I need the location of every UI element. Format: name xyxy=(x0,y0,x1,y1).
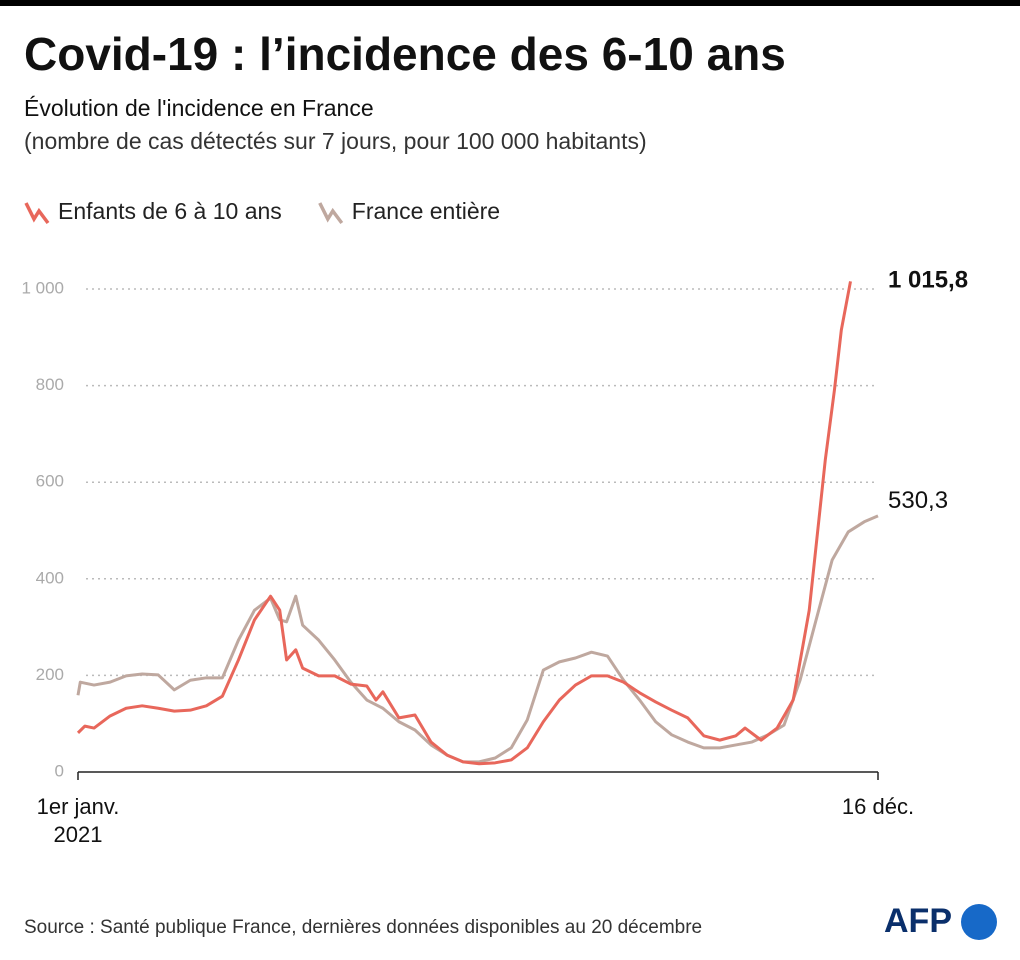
y-tick-label: 0 xyxy=(55,761,64,780)
legend-label: Enfants de 6 à 10 ans xyxy=(58,198,282,224)
x-tick-label: 1er janv. 2021 xyxy=(36,794,120,847)
subtitle: (nombre de cas détectés sur 7 jours, pou… xyxy=(24,128,647,154)
top-bar xyxy=(0,0,1020,6)
logo-text: AFP xyxy=(884,902,952,940)
y-tick-label: 800 xyxy=(36,375,64,394)
legend-label: France entière xyxy=(352,198,500,224)
end-label: 1 015,8 xyxy=(888,267,968,294)
y-tick-label: 1 000 xyxy=(21,278,64,297)
y-tick-label: 200 xyxy=(36,665,64,684)
legend-icon xyxy=(318,202,344,225)
end-label: 530,3 xyxy=(888,487,948,514)
source: Source : Santé publique France, dernière… xyxy=(24,917,702,938)
y-tick-label: 600 xyxy=(36,472,64,491)
chart-title: Covid-19 : l’incidence des 6-10 ans xyxy=(24,28,786,80)
line xyxy=(76,514,879,764)
legend-icon xyxy=(24,202,50,225)
subtitle: Évolution de l'incidence en France xyxy=(24,95,374,121)
x-tick-label: 16 déc. xyxy=(841,794,915,819)
line xyxy=(76,281,852,766)
y-tick-label: 400 xyxy=(36,568,64,587)
logo-dot xyxy=(961,904,997,940)
